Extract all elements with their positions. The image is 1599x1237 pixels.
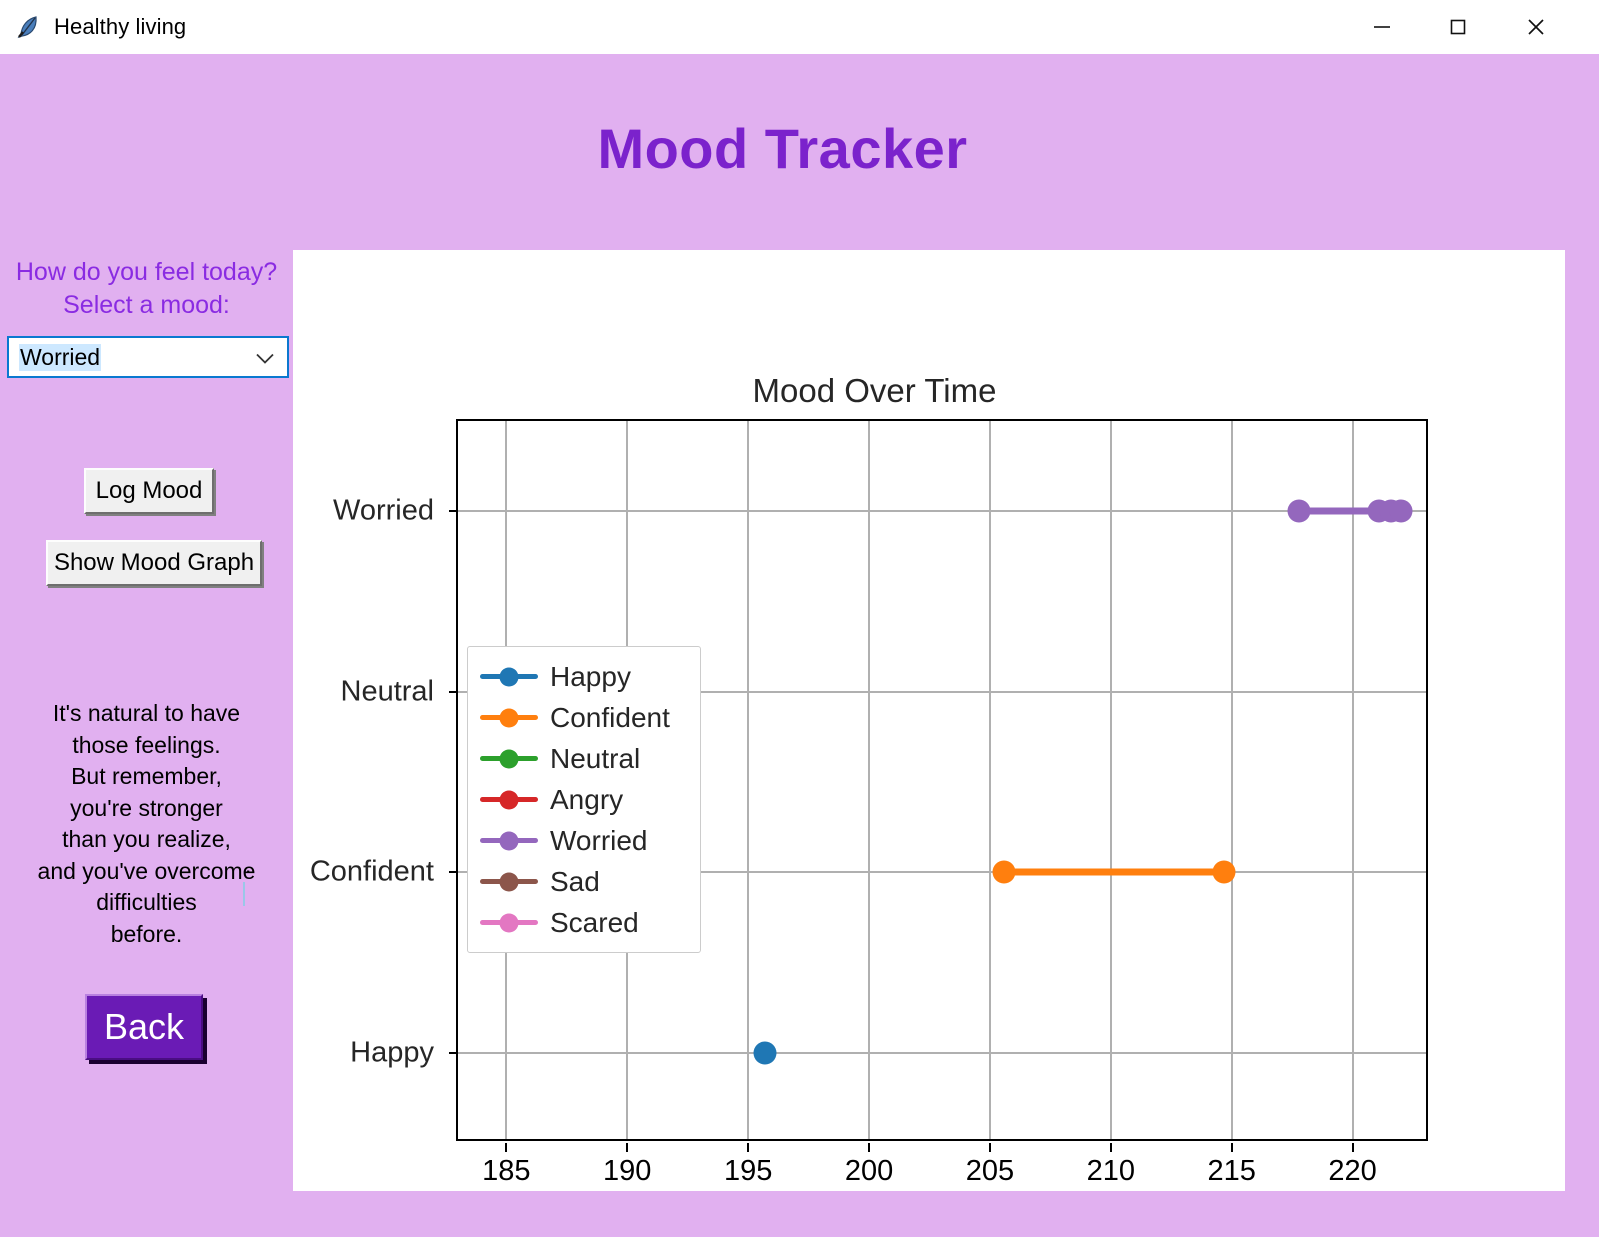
minimize-button[interactable] — [1351, 0, 1413, 54]
x-tick-mark — [988, 1143, 991, 1152]
feather-icon — [16, 14, 42, 40]
x-tick-label: 200 — [844, 1155, 894, 1187]
title-bar: Healthy living — [0, 0, 1599, 54]
sidebar: How do you feel today? Select a mood: Wo… — [0, 250, 293, 1237]
mood-select-value: Worried — [19, 343, 102, 371]
x-tick-mark — [747, 1143, 750, 1152]
legend-label: Confident — [550, 701, 670, 733]
x-tick-label: 185 — [482, 1155, 531, 1187]
x-tick-mark — [626, 1143, 629, 1152]
y-tick-label: Confident — [309, 855, 434, 888]
y-tick-mark — [449, 510, 458, 513]
minimize-icon — [1371, 16, 1393, 38]
y-tick-mark — [449, 690, 458, 693]
log-mood-button[interactable]: Log Mood — [84, 468, 214, 514]
window-body: Mood Tracker How do you feel today? Sele… — [0, 54, 1599, 1237]
motivation-text: It's natural to have those feelings. But… — [37, 700, 256, 947]
page-title: Mood Tracker — [597, 117, 968, 180]
legend-swatch — [480, 871, 538, 893]
mood-select[interactable]: Worried — [7, 336, 289, 378]
legend-item: Happy — [468, 656, 700, 697]
x-axis-offset-label: +1.692016e9 — [1395, 1188, 1565, 1191]
show-mood-graph-button[interactable]: Show Mood Graph — [46, 540, 262, 586]
legend-item: Confident — [468, 697, 700, 738]
x-tick-label: 205 — [965, 1155, 1015, 1187]
close-icon — [1524, 15, 1548, 39]
data-point-marker — [1287, 499, 1311, 523]
legend-label: Sad — [550, 865, 600, 897]
legend-label: Happy — [550, 660, 631, 692]
legend-label: Worried — [550, 824, 648, 856]
maximize-button[interactable] — [1427, 0, 1489, 54]
grid-line-vertical — [988, 421, 991, 1139]
window-title: Healthy living — [54, 14, 187, 39]
legend-item: Neutral — [468, 738, 700, 779]
y-tick-mark — [449, 1051, 458, 1054]
data-point-marker — [992, 860, 1016, 884]
series-line — [1299, 507, 1401, 515]
grid-line-horizontal — [458, 1051, 1426, 1054]
data-point-marker — [753, 1041, 777, 1065]
x-tick-label: 210 — [1086, 1155, 1136, 1187]
grid-line-vertical — [1230, 421, 1233, 1139]
data-point-marker — [1212, 860, 1236, 884]
grid-line-horizontal — [458, 690, 1426, 693]
legend-swatch — [480, 830, 538, 852]
x-axis-label: Time — [456, 1188, 1428, 1191]
x-tick-label: 220 — [1328, 1155, 1377, 1187]
x-tick-mark — [1230, 1143, 1233, 1152]
legend-swatch — [480, 707, 538, 729]
x-tick-label: 195 — [723, 1155, 773, 1187]
grid-line-horizontal — [458, 871, 1426, 874]
legend-swatch — [480, 789, 538, 811]
y-tick-label: Neutral — [340, 675, 435, 708]
y-tick-mark — [449, 871, 458, 874]
legend-item: Sad — [468, 861, 700, 902]
close-button[interactable] — [1505, 0, 1567, 54]
chart-legend: Happy Confident Neutral Angry Worried Sad Scar… — [467, 646, 701, 953]
mood-prompt-label: How do you feel today? Select a mood: — [15, 258, 278, 319]
grid-line-horizontal — [458, 510, 1426, 513]
legend-item: Angry — [468, 779, 700, 820]
legend-swatch — [480, 912, 538, 934]
grid-line-vertical — [1351, 421, 1354, 1139]
legend-swatch — [480, 748, 538, 770]
legend-item: Scared — [468, 902, 700, 943]
legend-label: Angry — [550, 783, 624, 815]
legend-item: Worried — [468, 820, 700, 861]
maximize-icon — [1447, 16, 1469, 38]
legend-swatch — [480, 666, 538, 688]
x-tick-mark — [1109, 1143, 1112, 1152]
motivation-cursor-artifact — [243, 882, 245, 906]
back-button[interactable]: Back — [85, 994, 203, 1060]
grid-line-vertical — [868, 421, 871, 1139]
x-tick-mark — [868, 1143, 871, 1152]
x-tick-mark — [1351, 1143, 1354, 1152]
series-line — [1004, 868, 1225, 876]
x-tick-label: 190 — [603, 1155, 652, 1187]
data-point-marker — [1389, 499, 1413, 523]
motivation-artifact: . — [245, 852, 252, 878]
chevron-down-icon — [256, 352, 274, 364]
chart-title: Mood Over Time — [752, 372, 997, 409]
grid-line-vertical — [1109, 421, 1112, 1139]
x-tick-label: 215 — [1207, 1155, 1256, 1187]
legend-label: Neutral — [550, 742, 641, 774]
grid-line-vertical — [747, 421, 750, 1139]
y-tick-label: Happy — [350, 1036, 434, 1069]
mood-chart-panel: Mood Over Time 185 190 195 200 205 210 215 220 H… — [293, 250, 1565, 1191]
legend-label: Scared — [550, 906, 639, 938]
y-tick-label: Worried — [333, 494, 434, 527]
x-tick-mark — [505, 1143, 508, 1152]
